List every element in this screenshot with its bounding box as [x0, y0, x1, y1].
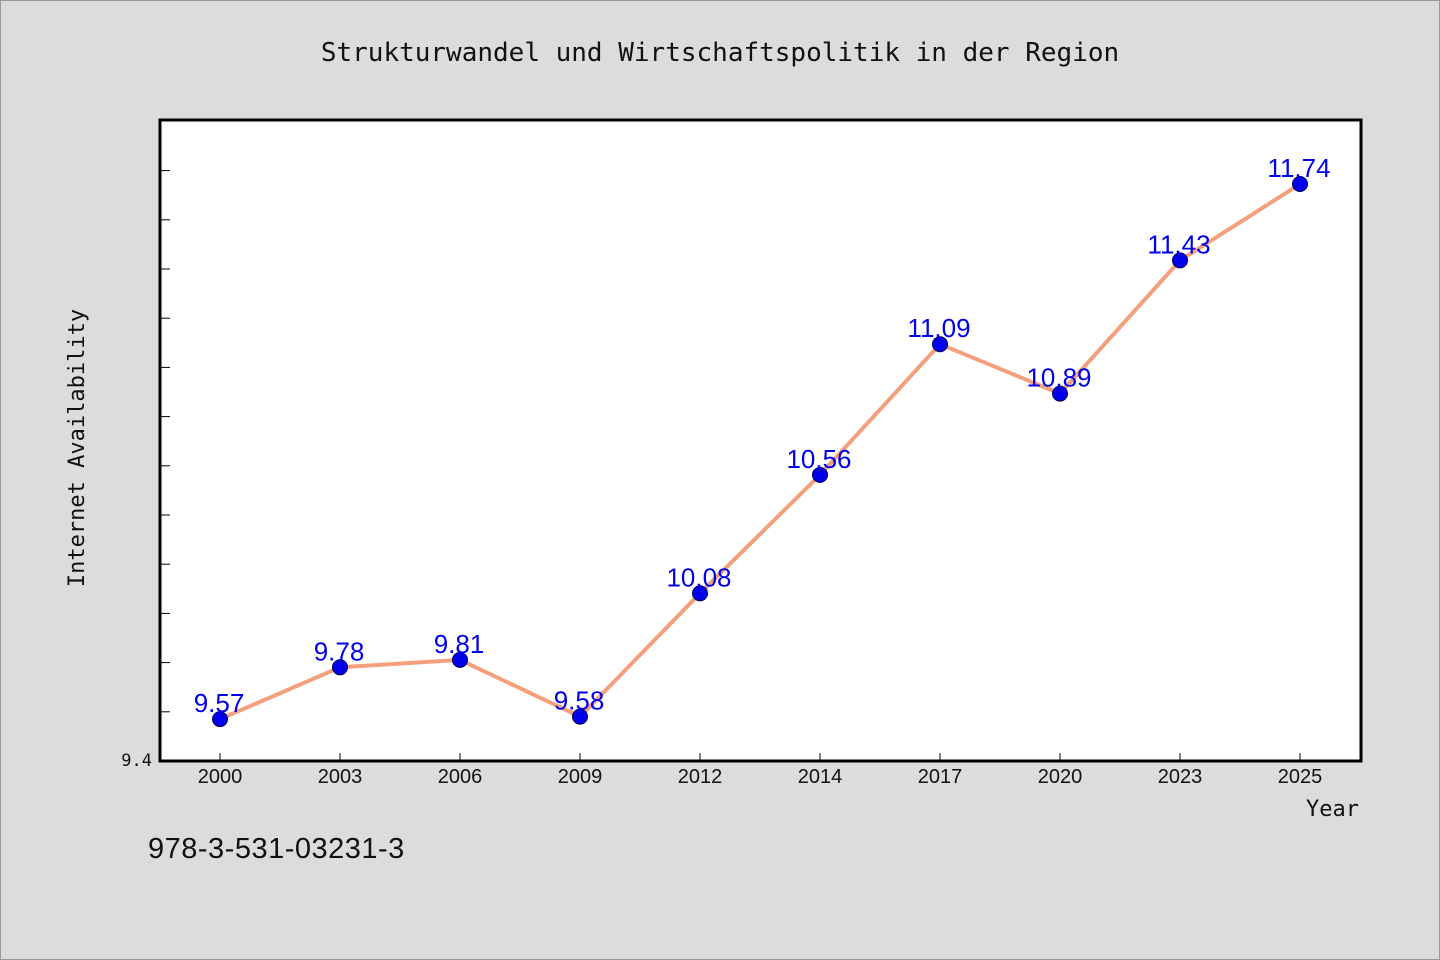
- data-point-marker: [452, 651, 468, 668]
- data-label: 11.74: [1267, 153, 1330, 183]
- data-point-marker: [572, 708, 588, 725]
- x-axis-ticks: 2000 2003 2006 2009 2012 2014 2017 2020 2023 2025: [198, 753, 1323, 788]
- data-point-marker: [812, 466, 828, 483]
- data-point-marker: [1052, 385, 1068, 402]
- x-tick-label: 2003: [318, 766, 363, 788]
- x-tick-label: 2012: [678, 766, 723, 788]
- plot-area: [158, 118, 1363, 763]
- x-tick-label: 2020: [1038, 766, 1083, 788]
- data-label: 11.43: [1147, 229, 1210, 259]
- data-point-marker: [332, 659, 348, 676]
- isbn-text: 978-3-531-03231-3: [148, 833, 405, 865]
- x-tick-label: 2023: [1158, 766, 1203, 788]
- data-point-marker: [212, 711, 228, 728]
- x-tick-label: 2014: [798, 766, 843, 788]
- data-point-marker: [1292, 176, 1308, 192]
- data-labels: 9.57 9.78 9.81 9.58 10.08 10.56 11.09 10.89 11.4…: [194, 153, 1331, 718]
- y-axis-ticks: [160, 170, 170, 762]
- data-point-marker: [932, 336, 948, 353]
- data-point-marker: [692, 585, 708, 602]
- data-label: 9.58: [554, 686, 605, 716]
- series-line-group: [218, 182, 1302, 722]
- x-tick-label: 2009: [558, 766, 603, 788]
- x-tick-label: 2006: [438, 766, 483, 788]
- data-label: 10.89: [1026, 363, 1091, 393]
- chart-title: Strukturwandel und Wirtschaftspolitik in…: [321, 38, 1119, 68]
- x-tick-label: 2025: [1278, 766, 1323, 788]
- data-label: 9.57: [194, 688, 245, 718]
- data-label: 11.09: [907, 313, 970, 343]
- x-tick-label: 2000: [198, 766, 243, 788]
- data-point-marker: [1172, 252, 1188, 269]
- data-label: 10.08: [666, 562, 731, 592]
- y-axis-label: Internet Availability: [65, 309, 90, 587]
- x-axis-label: Year: [1306, 797, 1359, 822]
- series-line: [218, 182, 1302, 722]
- x-tick-label: 2017: [918, 766, 963, 788]
- data-label: 9.78: [314, 636, 365, 666]
- data-label: 9.81: [434, 629, 485, 659]
- data-markers: [212, 176, 1308, 728]
- y-tick-label-9.4: 9.4: [121, 751, 152, 771]
- data-label: 10.56: [786, 444, 851, 474]
